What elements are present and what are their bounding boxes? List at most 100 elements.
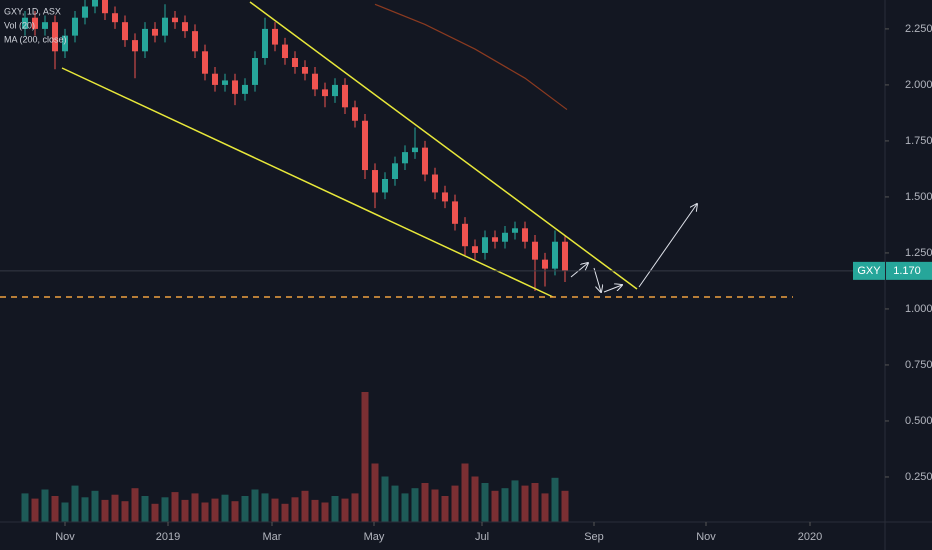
candle-body bbox=[72, 17, 78, 36]
candle-body bbox=[292, 58, 298, 67]
volume-bar bbox=[501, 488, 509, 522]
volume-bar bbox=[31, 498, 39, 522]
candle-body bbox=[402, 152, 408, 164]
x-tick-label: Nov bbox=[55, 531, 75, 543]
volume-bar bbox=[281, 503, 289, 522]
candle-body bbox=[412, 147, 418, 153]
candle-body bbox=[142, 28, 148, 52]
candle-body bbox=[272, 28, 278, 45]
plot-area bbox=[21, 0, 569, 522]
candle-body bbox=[352, 107, 358, 121]
volume-bar bbox=[361, 392, 369, 522]
volume-bar bbox=[181, 499, 189, 522]
candle-body bbox=[262, 28, 268, 59]
candle-body bbox=[542, 259, 548, 269]
volume-bar bbox=[431, 489, 439, 522]
candle-body bbox=[162, 17, 168, 36]
volume-bar bbox=[111, 494, 119, 522]
volume-bar bbox=[151, 503, 159, 522]
volume-bar bbox=[91, 490, 99, 522]
candle-body bbox=[322, 89, 328, 97]
volume-bar bbox=[121, 501, 129, 522]
candle-body bbox=[112, 13, 118, 23]
candle-body bbox=[362, 120, 368, 171]
volume-bar bbox=[561, 490, 569, 522]
volume-bar bbox=[141, 496, 149, 522]
volume-bar bbox=[301, 490, 309, 522]
volume-bar bbox=[221, 494, 229, 522]
y-tick-label: 2.250 bbox=[905, 23, 932, 35]
symbol-box bbox=[853, 261, 885, 280]
candle-body bbox=[52, 22, 58, 52]
volume-bar bbox=[411, 488, 419, 522]
price-box bbox=[886, 261, 932, 280]
candle-body bbox=[432, 174, 438, 193]
candle-body bbox=[472, 246, 478, 253]
legend-symbol: GXY, 1D, ASX bbox=[4, 6, 61, 16]
candle-body bbox=[332, 84, 338, 97]
volume-bar bbox=[101, 499, 109, 522]
candle-body bbox=[302, 66, 308, 74]
candle-body bbox=[252, 58, 258, 85]
candle-body bbox=[532, 241, 538, 260]
volume-bar bbox=[351, 493, 359, 522]
candle-body bbox=[232, 80, 238, 94]
volume-bar bbox=[491, 490, 499, 522]
volume-bar bbox=[131, 488, 139, 522]
volume-bar bbox=[421, 483, 429, 522]
candle-body bbox=[182, 22, 188, 32]
candle-body bbox=[62, 35, 68, 52]
arrow bbox=[593, 267, 601, 292]
volume-bar bbox=[401, 493, 409, 522]
trendline-upper bbox=[249, 1, 638, 290]
volume-bar bbox=[321, 502, 329, 522]
volume-bar bbox=[231, 501, 239, 522]
x-tick-label: 2020 bbox=[798, 531, 822, 543]
volume-bar bbox=[241, 496, 249, 522]
volume-bar bbox=[81, 497, 89, 522]
candle-body bbox=[312, 73, 318, 90]
candle-body bbox=[102, 0, 108, 14]
volume-bar bbox=[511, 480, 519, 522]
candle-body bbox=[172, 17, 178, 23]
candle-body bbox=[32, 17, 38, 29]
volume-bar bbox=[41, 489, 49, 522]
candle-body bbox=[522, 228, 528, 242]
y-tick-label: 0.750 bbox=[905, 359, 932, 371]
volume-bar bbox=[201, 502, 209, 522]
candle-body bbox=[562, 241, 568, 271]
volume-bar bbox=[291, 497, 299, 522]
candle-body bbox=[442, 192, 448, 202]
y-tick-label: 1.500 bbox=[905, 191, 932, 203]
candle-body bbox=[42, 22, 48, 29]
volume-bar bbox=[541, 493, 549, 522]
trendline-lower bbox=[61, 67, 554, 298]
volume-bar bbox=[61, 502, 69, 522]
candle-body bbox=[192, 31, 198, 52]
volume-bar bbox=[461, 463, 469, 522]
volume-bar bbox=[21, 493, 29, 522]
legend-ma: MA (200, close) bbox=[4, 34, 67, 44]
y-tick-label: 0.500 bbox=[905, 415, 932, 427]
candle-body bbox=[92, 0, 98, 7]
candle-body bbox=[392, 163, 398, 180]
volume-bar bbox=[191, 493, 199, 522]
x-tick-label: Sep bbox=[584, 531, 604, 543]
candle-body bbox=[152, 28, 158, 36]
candle-body bbox=[512, 228, 518, 233]
volume-bar bbox=[251, 489, 259, 522]
volume-bar bbox=[381, 476, 389, 522]
x-tick-label: Mar bbox=[263, 531, 282, 543]
volume-bar bbox=[51, 496, 59, 522]
candle-body bbox=[482, 237, 488, 253]
candle-body bbox=[222, 80, 228, 85]
candle-body bbox=[342, 84, 348, 108]
volume-bar bbox=[341, 498, 349, 522]
candle-body bbox=[22, 17, 28, 29]
volume-bar bbox=[311, 499, 319, 522]
projection-arrows bbox=[570, 204, 697, 292]
volume-bar bbox=[171, 492, 179, 522]
candle-body bbox=[282, 44, 288, 59]
y-tick-label: 1.000 bbox=[905, 303, 932, 315]
